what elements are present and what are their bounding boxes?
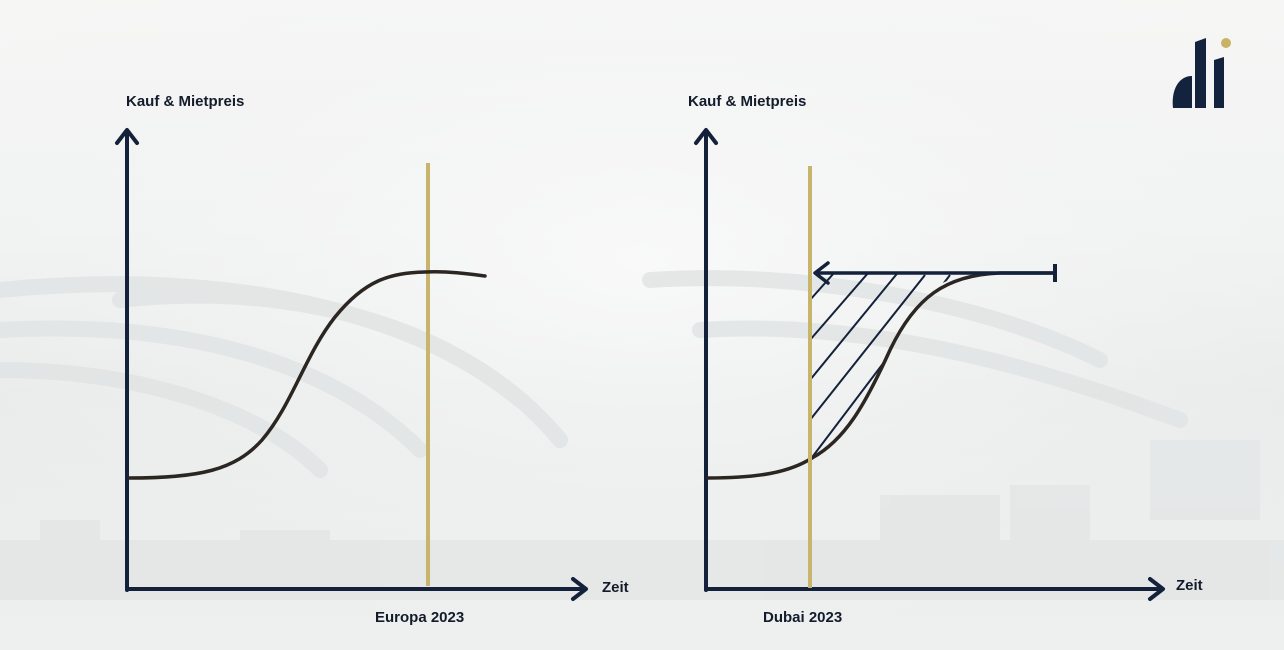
future-price-arrowhead xyxy=(813,261,830,285)
y-axis-label-right: Kauf & Mietpreis xyxy=(688,93,807,110)
y-axis-label-left: Kauf & Mietpreis xyxy=(126,93,245,110)
diagram-europe xyxy=(115,128,588,601)
diagram-dubai xyxy=(694,128,1165,601)
y-axis-arrowhead-left xyxy=(115,128,139,145)
x-axis-arrowhead-left xyxy=(571,577,588,601)
di-brand-logo-icon xyxy=(1172,38,1231,108)
x-axis-arrowhead-right xyxy=(1148,577,1165,601)
price-curve-left xyxy=(127,270,487,480)
price-curve-right xyxy=(706,271,1057,480)
marker-label-europa: Europa 2023 xyxy=(375,609,465,626)
x-axis-label-right: Zeit xyxy=(1176,577,1203,594)
x-axis-label-left: Zeit xyxy=(602,579,629,596)
hatched-price-gap-area xyxy=(810,273,976,458)
marker-label-dubai: Dubai 2023 xyxy=(763,609,843,626)
y-axis-arrowhead-right xyxy=(694,128,718,145)
